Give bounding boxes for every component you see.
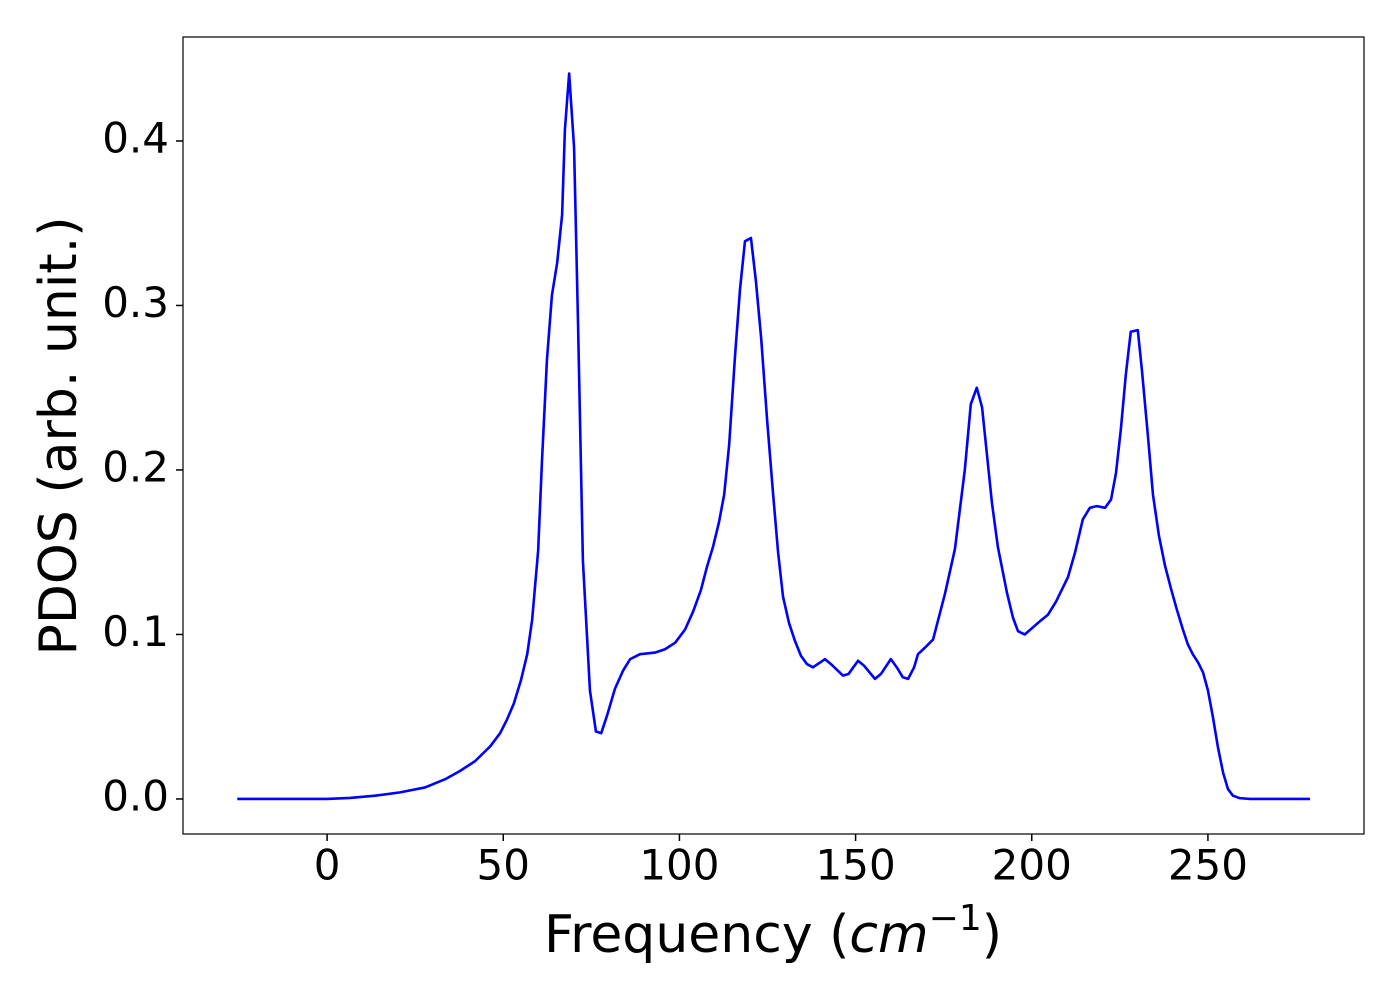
x-tick-label: 200: [992, 841, 1072, 890]
y-tick-label: 0.1: [102, 607, 169, 656]
x-tick-label: 250: [1168, 841, 1248, 890]
data-line: [237, 72, 1311, 801]
y-axis-label: PDOS (arb. unit.): [29, 216, 89, 655]
x-tick-label: 150: [816, 841, 896, 890]
x-tick-label: 50: [477, 841, 530, 890]
x-tick-label: 100: [639, 841, 719, 890]
y-tick-label: 0.2: [102, 442, 169, 491]
plot-frame: [182, 36, 1365, 835]
x-axis-label-part: ): [982, 905, 1002, 965]
y-tick-label: 0.0: [102, 771, 169, 820]
y-tick-label: 0.3: [102, 278, 169, 327]
x-axis-label-part: −1: [929, 898, 982, 939]
y-tick-label: 0.4: [102, 113, 169, 162]
x-axis-label: Frequency (cm−1): [544, 898, 1002, 965]
x-tick-label: 0: [314, 841, 341, 890]
x-axis-label-part: Frequency (: [544, 905, 849, 965]
x-axis-label-part: cm: [849, 905, 928, 965]
